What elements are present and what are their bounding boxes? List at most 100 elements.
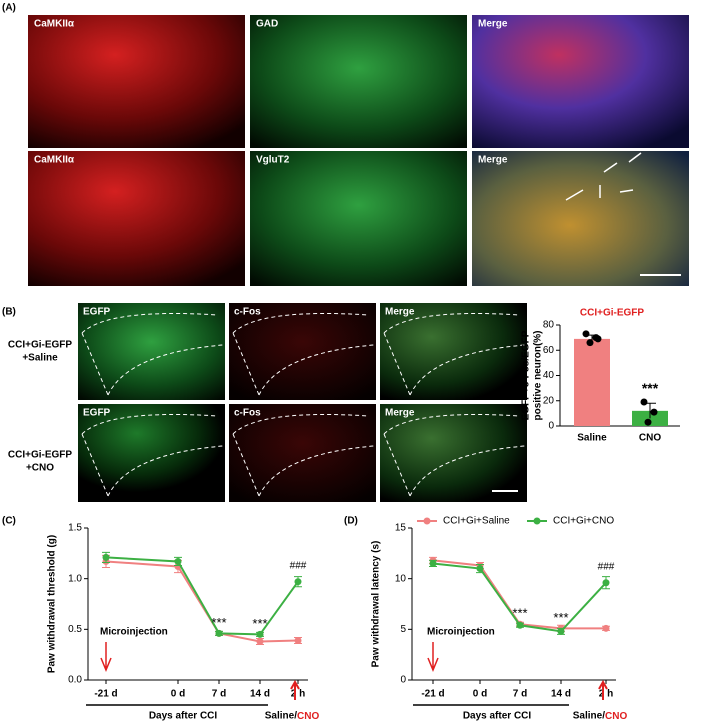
- arrow: [619, 189, 634, 193]
- region-outline: [232, 414, 375, 497]
- data-point: [650, 408, 658, 416]
- data-point: [602, 624, 610, 632]
- data-point: [294, 578, 302, 586]
- data-point: [582, 330, 590, 338]
- legend-marker: [533, 517, 541, 525]
- treatment-label: Saline/CNO: [573, 711, 628, 722]
- y-tick-label: 0.0: [68, 675, 82, 686]
- region-outline: [232, 313, 375, 396]
- x-tick-label: 2 h: [291, 689, 305, 700]
- note: Microinjection: [427, 627, 495, 638]
- image-label: VgluT2: [256, 155, 290, 166]
- micrograph: [472, 15, 689, 148]
- data-point: [256, 630, 264, 638]
- panel-label: (A): [2, 3, 16, 14]
- row-label: CCI+Gi-EGFP: [8, 450, 73, 461]
- image-label: EGFP: [83, 307, 111, 318]
- data-point: [294, 636, 302, 644]
- row-label: CCI+Gi-EGFP: [8, 340, 73, 351]
- x-tick-label: Saline: [577, 433, 607, 444]
- x-tick-label: 14 d: [250, 689, 270, 700]
- image-label: EGFP: [83, 408, 111, 419]
- region-outline: [81, 414, 224, 497]
- image-label: GAD: [256, 19, 278, 30]
- annotation: ***: [252, 616, 267, 631]
- y-axis-label: Paw withdrawal latency (s): [371, 541, 382, 668]
- note: Microinjection: [100, 627, 168, 638]
- annotation: ***: [642, 380, 659, 396]
- micrograph: [78, 303, 225, 400]
- x-tick-label: CNO: [639, 433, 661, 444]
- y-tick-label: 5: [400, 624, 406, 635]
- y-axis-label: positive neuron(%): [533, 330, 544, 420]
- data-point: [602, 579, 610, 587]
- micrograph: [472, 151, 689, 286]
- arrow: [598, 679, 608, 700]
- x-axis-label: Days after CCI: [149, 711, 218, 722]
- y-tick-label: 60: [543, 345, 555, 356]
- treatment-label: Saline/CNO: [265, 711, 320, 722]
- data-point: [174, 557, 182, 565]
- annotation: ***: [553, 610, 568, 625]
- image-label: c-Fos: [234, 307, 261, 318]
- micrograph: [380, 404, 527, 502]
- micrograph: [250, 151, 467, 286]
- data-point: [476, 565, 484, 573]
- y-tick-label: 0: [548, 421, 554, 432]
- image-label: Merge: [385, 307, 415, 318]
- arrow: [290, 679, 300, 700]
- y-tick-label: 40: [543, 370, 555, 381]
- x-tick-label: 2 h: [599, 689, 613, 700]
- y-tick-label: 1.5: [68, 523, 82, 534]
- data-point: [256, 637, 264, 645]
- annotation: ###: [598, 561, 615, 572]
- legend-label: CCI+Gi+Saline: [443, 516, 510, 527]
- y-tick-label: 80: [543, 320, 555, 331]
- row-label: +CNO: [26, 463, 54, 474]
- region-outline: [383, 414, 526, 497]
- y-tick-label: 20: [543, 395, 555, 406]
- legend-marker: [423, 517, 431, 525]
- image-label: Merge: [478, 19, 508, 30]
- legend-label: CCI+Gi+CNO: [553, 516, 614, 527]
- y-axis-label: EGFP+c-Fos/EGFP: [521, 330, 532, 420]
- micrograph: [28, 15, 245, 148]
- y-axis-label: Paw withdrawal threshold (g): [47, 535, 58, 673]
- y-tick-label: 1.0: [68, 573, 82, 584]
- x-tick-label: -21 d: [94, 689, 117, 700]
- chart-title: CCI+Gi-EGFP: [580, 308, 645, 319]
- arrow: [628, 152, 642, 163]
- arrow: [603, 162, 618, 173]
- x-tick-label: 0 d: [171, 689, 185, 700]
- image-label: Merge: [478, 155, 508, 166]
- panel-label: (D): [344, 516, 358, 527]
- arrow: [427, 642, 439, 672]
- data-point: [102, 553, 110, 561]
- region-outline: [383, 313, 526, 396]
- arrow: [565, 189, 584, 201]
- annotation: ###: [290, 560, 307, 571]
- x-tick-label: 0 d: [473, 689, 487, 700]
- arrow: [100, 642, 112, 672]
- data-point: [586, 339, 594, 347]
- data-point: [215, 629, 223, 637]
- data-point: [557, 627, 565, 635]
- panel-label: (C): [2, 516, 16, 527]
- x-axis-label: Days after CCI: [463, 711, 532, 722]
- annotation: ***: [211, 615, 226, 630]
- micrograph: [28, 151, 245, 286]
- micrograph: [250, 15, 467, 148]
- x-tick-label: -21 d: [421, 689, 444, 700]
- micrograph: [229, 303, 376, 400]
- bar: [574, 338, 610, 426]
- y-tick-label: 10: [395, 573, 407, 584]
- treatment-cno: CNO: [605, 711, 627, 722]
- x-tick-label: 7 d: [513, 689, 527, 700]
- data-point: [429, 559, 437, 567]
- x-tick-label: 14 d: [551, 689, 571, 700]
- micrograph: [380, 303, 527, 400]
- annotation: ***: [512, 606, 527, 621]
- image-label: CaMKIIα: [34, 19, 75, 30]
- image-label: Merge: [385, 408, 415, 419]
